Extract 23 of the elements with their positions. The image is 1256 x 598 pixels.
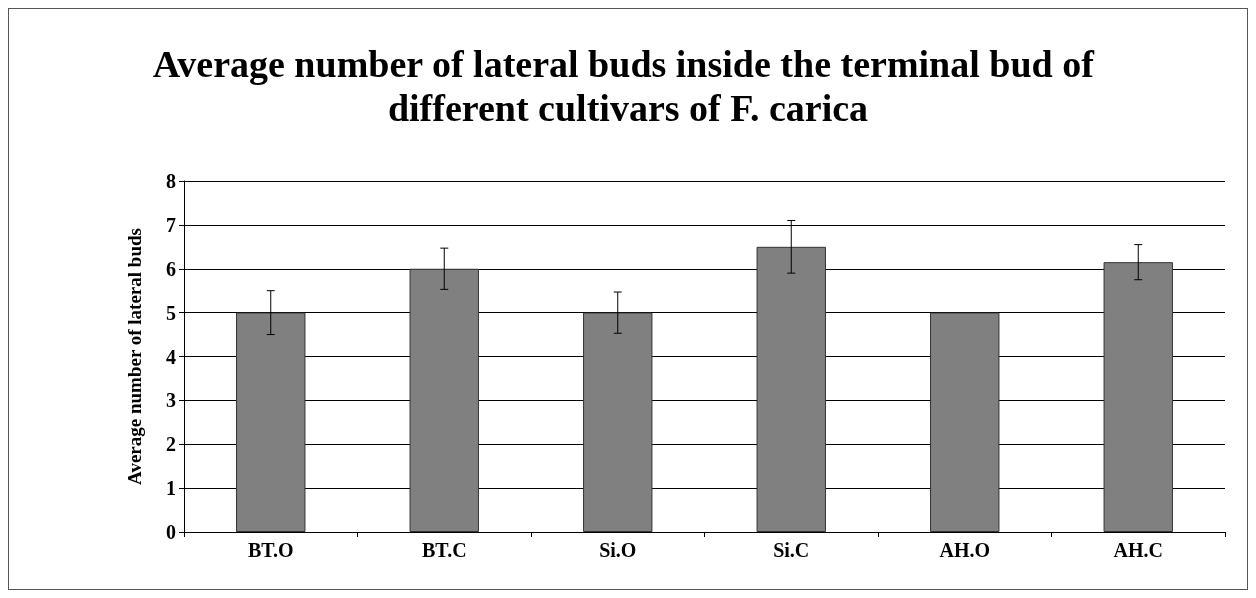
bar [930, 312, 1000, 532]
x-tick-label: AH.C [1113, 539, 1163, 561]
x-tick-label: AH.O [939, 539, 991, 561]
y-tick-label: 7 [166, 213, 176, 236]
y-tick-label: 0 [166, 521, 176, 543]
x-tick-label: BT.C [421, 539, 467, 561]
x-tick-label: BT.O [247, 539, 294, 561]
chart-title: Average number of lateral buds inside the terminal bud of different cultivars of F. carica [152, 43, 1104, 129]
y-tick-label: 3 [166, 389, 176, 412]
y-tick-label: 4 [166, 345, 176, 368]
y-tick-label: 8 [166, 170, 176, 192]
y-axis-title: Average number of lateral buds [124, 228, 145, 485]
y-tick-label: 1 [166, 477, 176, 500]
bar [236, 312, 306, 532]
bar [409, 268, 479, 532]
bar [1103, 262, 1173, 532]
y-tick-label: 5 [166, 301, 176, 324]
bar [583, 312, 653, 532]
x-tick-label: Si.C [773, 539, 810, 561]
y-tick-label: 2 [166, 433, 176, 456]
x-tick-label: Si.O [599, 539, 637, 561]
bar [756, 246, 826, 532]
y-tick-label: 6 [166, 257, 176, 280]
